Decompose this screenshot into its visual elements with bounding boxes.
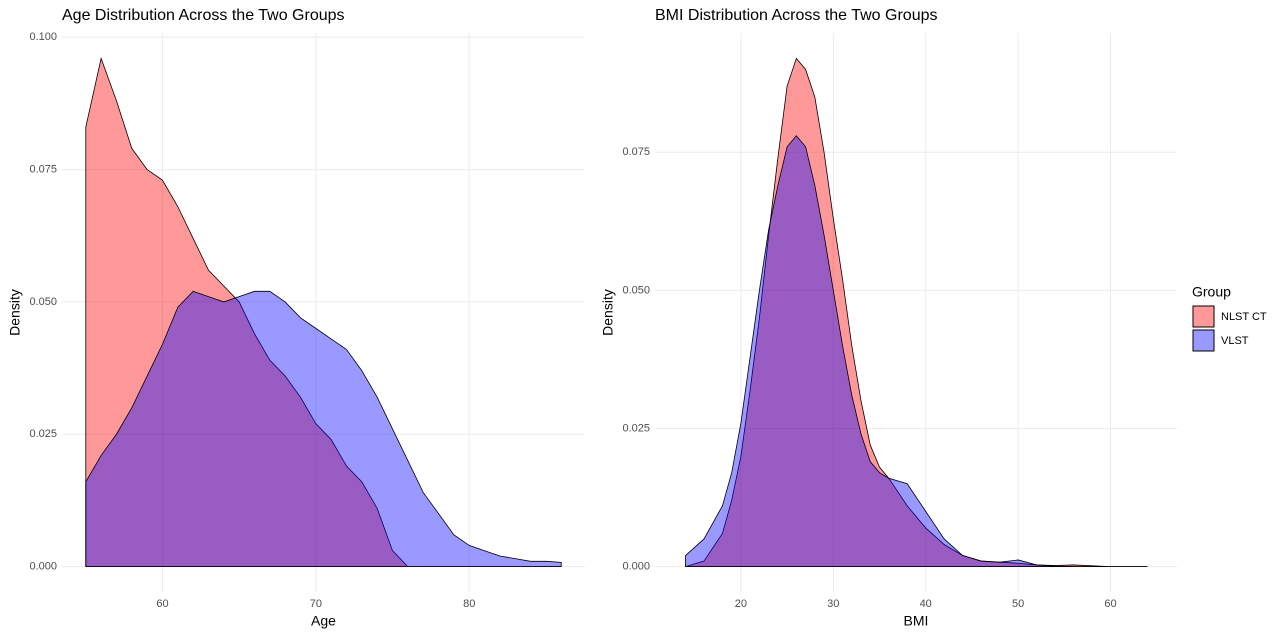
y-axis-title: Density: [600, 289, 616, 336]
y-tick-label: 0.050: [29, 296, 57, 308]
y-tick-label: 0.075: [622, 146, 650, 158]
x-axis-title: Age: [311, 613, 336, 629]
x-tick-label: 50: [1012, 598, 1024, 610]
x-tick-label: 70: [310, 598, 322, 610]
x-tick-label: 30: [827, 598, 839, 610]
legend-key: [1192, 305, 1215, 328]
chart-title: BMI Distribution Across the Two Groups: [655, 7, 937, 24]
y-tick-label: 0.050: [622, 284, 650, 296]
x-tick-label: 40: [920, 598, 932, 610]
y-tick-label: 0.075: [29, 163, 57, 175]
y-tick-label: 0.000: [622, 560, 650, 572]
legend-key: [1192, 329, 1215, 352]
x-tick-label: 60: [156, 598, 168, 610]
legend-label: VLST: [1221, 335, 1249, 347]
density-area: [685, 57, 1148, 567]
x-tick-label: 60: [1104, 598, 1116, 610]
y-tick-label: 0.100: [29, 31, 57, 43]
y-tick-label: 0.025: [29, 428, 57, 440]
chart-title: Age Distribution Across the Two Groups: [62, 7, 345, 24]
y-axis-title: Density: [7, 289, 23, 336]
y-tick-label: 0.025: [622, 422, 650, 434]
density-area: [685, 135, 1148, 567]
density-area: [85, 290, 562, 567]
x-axis-title: BMI: [904, 613, 929, 629]
legend-title: Group: [1192, 284, 1231, 300]
legend-label: NLST CT: [1221, 311, 1267, 323]
y-tick-label: 0.000: [29, 560, 57, 572]
x-tick-label: 20: [735, 598, 747, 610]
x-tick-label: 80: [463, 598, 475, 610]
